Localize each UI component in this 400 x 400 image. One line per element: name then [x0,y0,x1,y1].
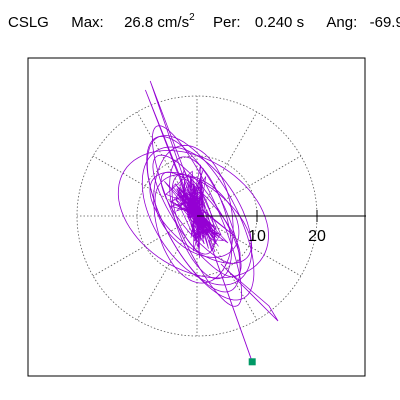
tick-label-10: 10 [248,228,266,245]
trace-loop [146,135,255,301]
trace-loop [160,171,241,264]
grid-spoke-150 [92,155,198,217]
trace-loop [152,154,242,278]
trace-excursion-lower [220,263,279,322]
plot-frame [27,57,366,377]
grid-spoke-330 [196,215,302,277]
trace-loop [169,156,233,280]
period-value: 0.240 s [254,14,305,31]
max-exponent: 2 [189,12,195,23]
trace-excursion-end [208,239,253,362]
station-code: CSLG [8,14,49,31]
grid-spoke-60 [196,111,258,217]
grid-spoke-240 [136,215,198,321]
trace-loop [149,171,252,264]
radial-tick-labels: 10 20 [248,210,326,245]
grid-spoke-30 [196,155,302,217]
trace-loop [117,150,269,279]
trace-excursion-start [145,89,192,205]
trace-loop [154,174,240,258]
angle-value: -69.9 [369,14,400,31]
trace-loop [153,144,234,284]
grid-spoke-120 [136,111,198,217]
trace-core [164,164,236,259]
trace-excursion-upper [149,80,216,253]
trace-loop [141,146,253,286]
max-label: Max: [71,14,104,31]
trace-loop [151,125,243,307]
angle-label: Ang: [326,14,358,31]
max-value: 26.8 cm/s [124,14,190,31]
tick-label-20: 20 [308,228,326,245]
grid-spoke-300 [196,215,258,321]
chart-title: CSLG Max: 26.8 cm/s2 Per: 0.240 s Ang: -… [8,12,400,36]
period-label: Per: [213,14,241,31]
motion-trace [117,80,279,362]
end-marker [248,358,256,366]
